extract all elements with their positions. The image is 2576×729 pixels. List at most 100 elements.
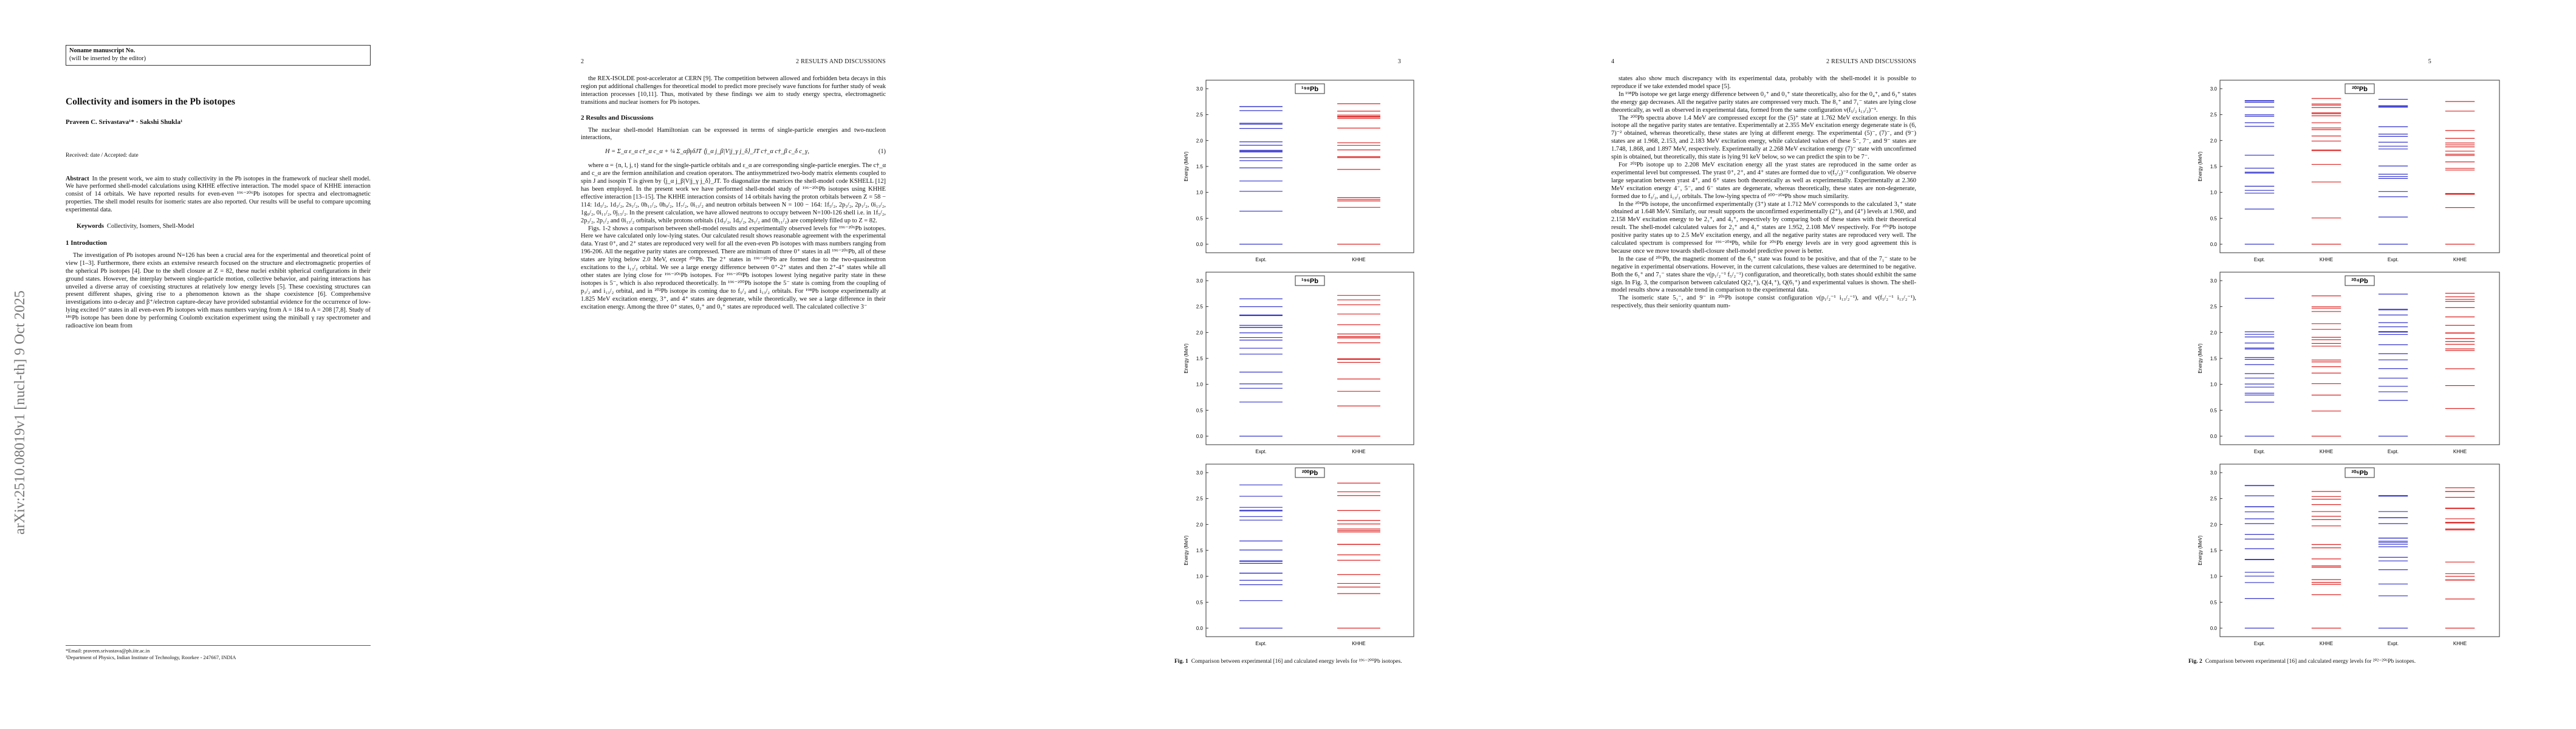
level-panel: 3.0 2.5 2.0 1.5 1.0 0.5 0.0 Energy (MeV) ²⁰²Pb Ex…	[2197, 80, 2500, 262]
y-tick-label: 1.5	[1196, 164, 1204, 169]
y-tick-label: 1.0	[1196, 574, 1204, 580]
y-tick-label: 3.0	[1196, 86, 1204, 92]
column-label: KHHE	[1352, 257, 1365, 262]
running-header: 2 2 RESULTS AND DISCUSSIONS	[581, 58, 886, 65]
column-label: Expt.	[2388, 257, 2399, 262]
box-line: Noname manuscript No.	[69, 47, 135, 54]
page-number: 2	[581, 58, 584, 65]
column-label: KHHE	[2453, 449, 2467, 454]
y-tick-label: 3.0	[1196, 278, 1204, 284]
y-axis-label: Energy (MeV)	[1184, 535, 1189, 566]
paragraph: In the ²⁰⁴Pb isotope, the unconfirmed ex…	[1611, 200, 1916, 255]
abstract-label: Abstract	[66, 175, 89, 182]
page: 5 3.0 2.5 2.0 1.5 1.0 0.5 0.0 Energy (MeV) ²⁰²Pb E…	[2061, 0, 2576, 729]
title-box	[2345, 467, 2375, 478]
y-axis-label: Energy (MeV)	[1184, 151, 1189, 182]
y-tick-label: 0.5	[1196, 600, 1204, 605]
y-tick-label: 2.5	[1196, 112, 1204, 118]
running-header: 5	[2126, 58, 2431, 65]
y-tick-label: 1.0	[2210, 190, 2218, 196]
paragraph: For ²⁰²Pb isotope up to 2.208 MeV excita…	[1611, 161, 1916, 200]
footnote: *Email: praveen.srivastava@ph.iitr.ac.in…	[66, 645, 371, 660]
y-tick-label: 2.5	[1196, 304, 1204, 310]
heading: 1 Introduction	[66, 239, 107, 247]
panel-title: ²⁰⁶Pb	[2351, 470, 2368, 477]
y-tick-label: 0.0	[2210, 626, 2218, 631]
figure: 3.0 2.5 2.0 1.5 1.0 0.5 0.0 Energy (MeV) ¹⁹⁸Pb Ex…	[1174, 77, 1419, 666]
page: 2 2 RESULTS AND DISCUSSIONS the REX-ISOLDE…	[515, 0, 1030, 729]
y-tick-label: 0.5	[1196, 216, 1204, 221]
y-axis-label: Energy (MeV)	[2197, 151, 2203, 182]
y-tick-label: 2.5	[2210, 496, 2218, 502]
text-column: states also show much discrepancy with i…	[1611, 75, 1916, 310]
y-tick-label: 1.5	[1196, 548, 1204, 553]
column-label: Expt.	[1255, 449, 1266, 454]
y-tick-label: 3.0	[2210, 470, 2218, 476]
abstract-text: In the present work, we aim to study col…	[66, 175, 371, 214]
panel-frame	[2219, 464, 2500, 637]
panel-title: ²⁰⁴Pb	[2351, 278, 2368, 285]
column-label: Expt.	[2388, 449, 2399, 454]
level-panel: 3.0 2.5 2.0 1.5 1.0 0.5 0.0 Energy (MeV) ¹⁹⁶Pb Ex…	[1184, 272, 1414, 454]
y-tick-label: 0.0	[1196, 434, 1204, 439]
level-panel: 3.0 2.5 2.0 1.5 1.0 0.5 0.0 Energy (MeV) ¹⁹⁸Pb Ex…	[1184, 80, 1414, 262]
page: 3 3.0 2.5 2.0 1.5 1.0 0.5 0.0 Energy (MeV) ¹⁹⁸Pb E…	[1030, 0, 1546, 729]
keywords-label: Keywords	[77, 223, 104, 230]
figure-label: Fig. 2	[2188, 659, 2202, 665]
y-tick-label: 3.0	[1196, 470, 1204, 476]
keywords-text: Collectivity, Isomers, Shell-Model	[107, 223, 194, 230]
y-tick-label: 0.5	[2210, 216, 2218, 221]
panel-frame	[1205, 464, 1414, 637]
y-tick-label: 1.0	[2210, 382, 2218, 388]
paragraph: the REX-ISOLDE post-accelerator at CERN …	[581, 75, 886, 106]
y-tick-label: 2.0	[1196, 330, 1204, 335]
column-label: KHHE	[2453, 257, 2467, 262]
panel-title: ¹⁹⁸Pb	[1301, 86, 1318, 93]
panel-frame	[1205, 80, 1414, 253]
y-tick-label: 1.0	[1196, 190, 1204, 196]
title-box	[1295, 83, 1325, 94]
heading: 2 Results and Discussions	[581, 114, 654, 122]
equation-number: (1)	[878, 148, 886, 156]
text-column: Noname manuscript No. (will be inserted b…	[66, 45, 371, 330]
y-tick-label: 2.0	[2210, 138, 2218, 143]
figure-caption: Fig. 1 Comparison between experimental [1…	[1174, 659, 1419, 666]
panel-frame	[1205, 272, 1414, 445]
figure: 3.0 2.5 2.0 1.5 1.0 0.5 0.0 Energy (MeV) ²⁰²Pb Ex…	[2188, 77, 2504, 666]
paragraph: Figs. 1-2 shows a comparison between she…	[581, 225, 886, 310]
y-tick-label: 3.0	[2210, 86, 2218, 92]
y-tick-label: 0.5	[1196, 408, 1204, 413]
y-tick-label: 1.0	[2210, 574, 2218, 580]
keywords: Keywords Collectivity, Isomers, Shell-Mod…	[77, 223, 371, 231]
column-label: Expt.	[2254, 641, 2265, 646]
column-label: Expt.	[1255, 257, 1266, 262]
y-axis-label: Energy (MeV)	[1184, 343, 1189, 374]
column-label: Expt.	[2388, 641, 2399, 646]
header-title: 5	[2428, 58, 2431, 65]
panel-frame	[2219, 80, 2500, 253]
header-title: 2 RESULTS AND DISCUSSIONS	[796, 58, 886, 65]
y-tick-label: 2.0	[2210, 330, 2218, 335]
figure-label: Fig. 1	[1174, 659, 1188, 665]
y-axis-label: Energy (MeV)	[2197, 535, 2203, 566]
title-box	[2345, 83, 2375, 94]
column-label: KHHE	[2320, 449, 2333, 454]
figure-caption: Fig. 2 Comparison between experimental [1…	[2188, 659, 2504, 666]
y-tick-label: 0.0	[2210, 434, 2218, 439]
y-tick-label: 0.5	[2210, 408, 2218, 413]
header-title: 2 RESULTS AND DISCUSSIONS	[1826, 58, 1916, 65]
authors: Praveen C. Srivastava¹* · Sakshi Shukla¹	[66, 118, 183, 126]
abstract: Abstract In the present work, we aim to s…	[66, 176, 371, 215]
running-header: 3	[1096, 58, 1401, 65]
caption-text: Comparison between experimental [16] and…	[1191, 659, 1402, 665]
equation-text: H = Σ_α ε_α c†_α c_α + ¼ Σ_αβγδJT ⟨j_α j…	[605, 148, 809, 156]
column-label: Expt.	[2254, 449, 2265, 454]
column-label: KHHE	[2320, 641, 2333, 646]
footnote-line: *Email: praveen.srivastava@ph.iitr.ac.in	[66, 648, 150, 654]
y-tick-label: 0.0	[2210, 242, 2218, 247]
page: 4 2 RESULTS AND DISCUSSIONS states also sh…	[1546, 0, 2061, 729]
paragraph: states also show much discrepancy with i…	[1611, 75, 1916, 90]
y-tick-label: 2.0	[1196, 522, 1204, 527]
y-tick-label: 1.5	[2210, 356, 2218, 361]
manuscript-box: Noname manuscript No. (will be inserted b…	[66, 45, 371, 66]
